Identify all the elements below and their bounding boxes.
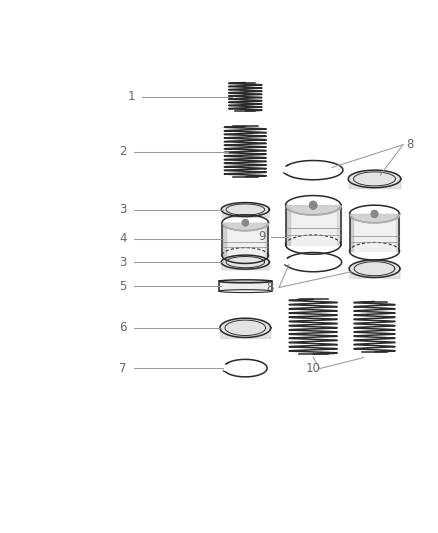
Polygon shape [242, 220, 248, 226]
Text: 3: 3 [119, 203, 126, 216]
Text: 10: 10 [306, 362, 321, 375]
Text: 7: 7 [119, 361, 127, 375]
Text: 8: 8 [267, 281, 274, 294]
Text: 6: 6 [119, 321, 127, 334]
Text: 1: 1 [127, 90, 135, 103]
Polygon shape [310, 201, 317, 209]
Text: 5: 5 [119, 280, 126, 293]
Text: 3: 3 [119, 256, 126, 269]
Text: 4: 4 [119, 232, 127, 245]
Text: 2: 2 [119, 146, 127, 158]
Text: 9: 9 [258, 230, 266, 243]
Polygon shape [371, 211, 378, 217]
Text: 8: 8 [406, 138, 413, 151]
